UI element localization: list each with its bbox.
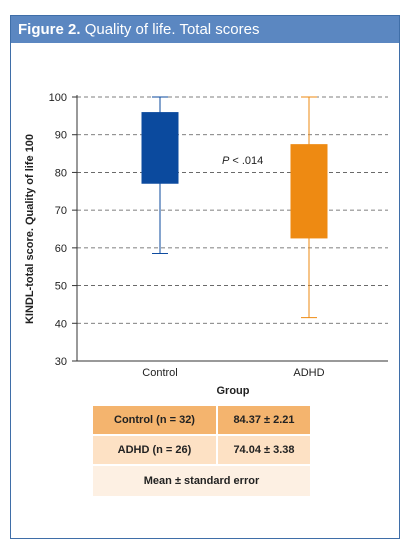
y-tick-label: 70	[55, 205, 67, 217]
y-tick-label: 100	[49, 92, 67, 104]
figure-header: Figure 2. Quality of life. Total scores	[11, 16, 399, 43]
p-value-annotation: P < .014	[222, 155, 263, 167]
y-tick-label: 50	[55, 281, 67, 293]
y-tick-label: 90	[55, 130, 67, 142]
y-tick-label: 80	[55, 167, 67, 179]
table-footer-row: Mean ± standard error	[93, 464, 310, 496]
box-control	[141, 112, 179, 184]
x-tick-label: ADHD	[293, 367, 324, 379]
table-footer: Mean ± standard error	[93, 464, 310, 496]
box-adhd	[290, 144, 328, 239]
group-cell: Control (n = 32)	[93, 406, 218, 434]
figure-label: Figure 2.	[18, 21, 81, 38]
table-row: Control (n = 32) 84.37 ± 2.21	[93, 406, 310, 434]
y-tick-label: 60	[55, 243, 67, 255]
figure-title: Quality of life. Total scores	[84, 21, 260, 38]
group-cell: ADHD (n = 26)	[93, 434, 218, 464]
x-axis-title: Group	[217, 385, 250, 397]
table-row: ADHD (n = 26) 74.04 ± 3.38	[93, 434, 310, 464]
x-tick-label: Control	[142, 367, 177, 379]
y-tick-label: 40	[55, 318, 67, 330]
stats-table: Control (n = 32) 84.37 ± 2.21 ADHD (n = …	[93, 406, 310, 496]
value-cell: 84.37 ± 2.21	[217, 406, 310, 434]
value-cell: 74.04 ± 3.38	[217, 434, 310, 464]
box-chart: 30 40 50 60 70 80 90 100 Control ADHD KINDL-total …	[24, 92, 388, 397]
y-tick-label: 30	[55, 356, 67, 368]
y-axis-title: KINDL-total score. Quality of life 100	[24, 134, 36, 324]
